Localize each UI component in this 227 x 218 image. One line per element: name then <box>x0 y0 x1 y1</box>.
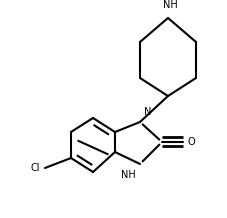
Text: N: N <box>143 107 151 117</box>
Text: O: O <box>187 137 195 147</box>
Text: NH: NH <box>121 170 135 180</box>
Text: NH: NH <box>162 0 177 10</box>
Text: Cl: Cl <box>30 163 40 173</box>
